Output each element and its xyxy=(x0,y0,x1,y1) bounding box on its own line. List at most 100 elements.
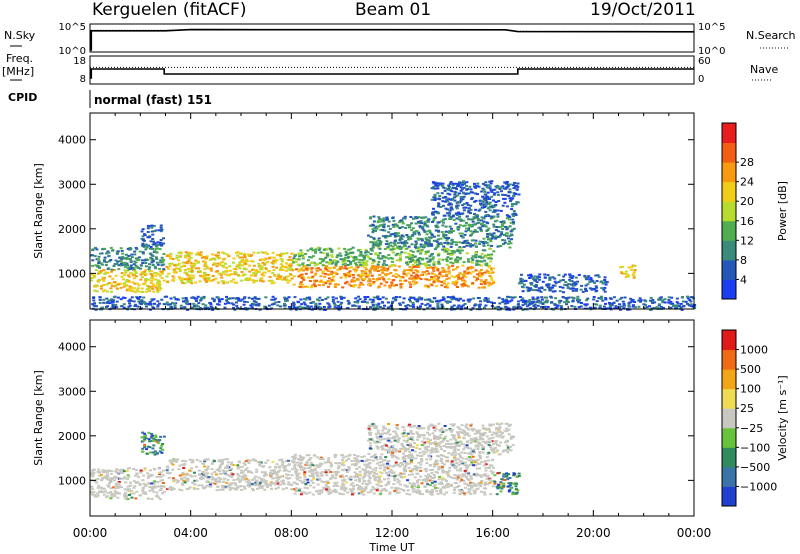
power-cell xyxy=(187,258,191,260)
power-cell xyxy=(488,275,492,277)
velocity-cell xyxy=(254,459,258,462)
power-cell xyxy=(440,231,444,233)
power-cell xyxy=(373,308,377,311)
power-cell xyxy=(325,261,329,264)
power-cell xyxy=(682,304,686,307)
power-cell xyxy=(119,259,123,262)
power-cell xyxy=(200,274,204,277)
power-cell xyxy=(447,300,451,303)
power-cell xyxy=(148,235,152,238)
power-cell xyxy=(486,184,490,187)
velocity-cell xyxy=(185,487,189,490)
power-cell xyxy=(200,296,204,299)
velocity-cell xyxy=(375,458,379,461)
velocity-cell xyxy=(333,481,337,484)
power-cell xyxy=(494,235,498,238)
velocity-cell xyxy=(191,459,195,462)
power-cell xyxy=(415,273,419,276)
power-cell xyxy=(536,304,540,307)
power-cell xyxy=(100,285,104,288)
power-cell xyxy=(306,259,310,262)
power-cell xyxy=(205,280,208,283)
power-cell xyxy=(432,239,436,242)
power-cell xyxy=(99,287,103,290)
power-cell xyxy=(421,217,425,220)
power-cell xyxy=(217,298,221,301)
power-cell xyxy=(381,271,385,274)
power-cell xyxy=(381,301,384,304)
velocity-cell xyxy=(92,491,96,494)
velocity-cell xyxy=(247,470,251,472)
power-cell xyxy=(132,263,136,266)
velocity-cell xyxy=(432,463,436,466)
power-cell xyxy=(471,259,475,261)
power-cell xyxy=(455,188,459,190)
power-cell xyxy=(476,218,480,220)
velocity-cell xyxy=(429,479,432,482)
power-cell xyxy=(300,283,304,286)
power-cell xyxy=(92,276,96,279)
power-cell xyxy=(196,261,200,264)
velocity-cell xyxy=(219,478,223,481)
velocity-cell xyxy=(126,474,130,477)
velocity-cell xyxy=(417,486,420,489)
power-cell xyxy=(425,270,429,273)
power-cell xyxy=(467,218,470,221)
power-cell xyxy=(409,260,412,263)
power-cell xyxy=(505,298,508,301)
power-cell xyxy=(151,233,155,236)
power-cell xyxy=(437,221,441,224)
power-cell xyxy=(269,256,273,259)
velocity-cell xyxy=(272,469,276,471)
power-cell xyxy=(290,268,294,271)
power-cell xyxy=(486,301,490,303)
power-cell xyxy=(202,260,206,263)
power-cell xyxy=(511,218,515,221)
velocity-cell xyxy=(269,481,273,484)
power-cell xyxy=(210,279,214,282)
power-cell xyxy=(389,305,393,308)
power-cell xyxy=(93,255,97,258)
power-cell xyxy=(631,273,635,276)
power-cell xyxy=(432,207,435,210)
power-cell xyxy=(366,251,370,254)
power-cell xyxy=(326,267,330,269)
power-cell xyxy=(644,303,648,306)
power-cell xyxy=(292,302,296,305)
velocity-cell xyxy=(205,484,209,487)
power-cell xyxy=(121,296,125,299)
power-cell xyxy=(318,281,322,283)
power-cell xyxy=(533,303,537,306)
power-cell xyxy=(465,188,469,191)
velocity-cell xyxy=(308,466,312,469)
power-cell xyxy=(177,267,181,270)
power-cell xyxy=(292,261,295,264)
power-cell xyxy=(284,262,288,265)
power-cell xyxy=(446,301,450,304)
velocity-cell xyxy=(441,478,444,481)
power-cell xyxy=(260,258,264,261)
power-cell xyxy=(427,286,431,289)
power-cell xyxy=(382,278,386,280)
power-cell xyxy=(116,260,120,263)
power-cell xyxy=(160,298,164,301)
velocity-cell xyxy=(128,489,132,492)
power-cell xyxy=(469,208,473,211)
velocity-cell xyxy=(151,474,154,477)
power-cell xyxy=(462,299,465,302)
power-cell xyxy=(489,260,493,263)
power-cell xyxy=(299,281,303,283)
velocity-cell xyxy=(230,467,234,470)
velocity-cell xyxy=(234,488,238,491)
power-cell xyxy=(167,272,171,275)
power-cell xyxy=(459,219,463,222)
velocity-cell xyxy=(91,472,95,475)
velocity-cell xyxy=(327,457,331,460)
power-cell xyxy=(203,268,207,271)
power-colorbar-cell xyxy=(722,279,736,300)
velocity-cell xyxy=(115,477,118,480)
power-cell xyxy=(365,259,369,262)
freq-series-freq xyxy=(90,68,694,79)
power-cell xyxy=(243,254,247,256)
power-cell xyxy=(608,305,612,308)
